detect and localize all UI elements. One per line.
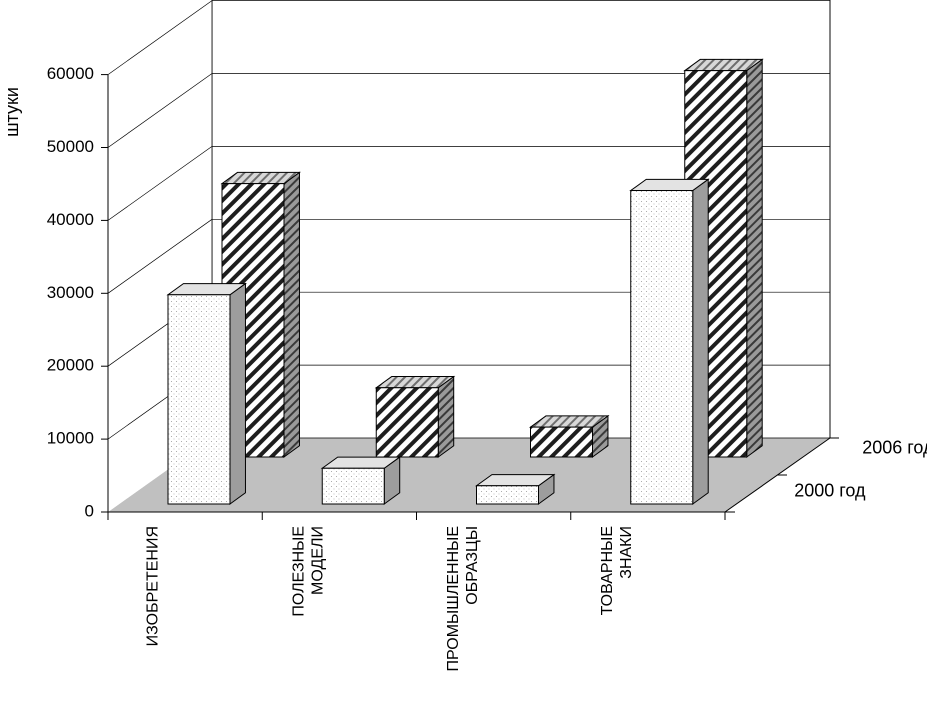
bar-front: [167, 294, 231, 505]
bar-2000-2: [474, 473, 556, 505]
bar-2006-1: [374, 375, 456, 458]
category-label-line: ПОЛЕЗНЫЕ: [291, 526, 308, 617]
bar-front: [530, 426, 593, 458]
category-label: ИЗОБРЕТЕНИЯ: [144, 526, 161, 646]
category-label-line: МОДЕЛИ: [310, 526, 327, 595]
gridline-side: [107, 73, 213, 148]
bar-2000-1: [320, 456, 402, 505]
bar-front: [476, 485, 539, 505]
bar-2000-0: [166, 282, 248, 505]
gridline-side: [107, 146, 213, 221]
y-axis: 0 10000 20000 30000 40000 50000 60000: [47, 64, 108, 520]
bar-side: [692, 178, 709, 505]
y-tick-label: 10000: [47, 429, 94, 448]
gridline-side: [107, 0, 213, 75]
bar-2006-2: [528, 414, 610, 458]
bars: [166, 58, 764, 505]
category-label: ТОВАРНЫЕ ЗНАКИ: [599, 526, 635, 615]
series-label: 2006 год: [862, 438, 927, 458]
gridline-side: [107, 219, 213, 294]
category-label-line: ПРОМЫШЛЕННЫЕ: [445, 526, 462, 672]
bar-side: [746, 58, 763, 458]
y-tick-label: 20000: [47, 356, 94, 375]
y-axis-title: штуки: [2, 87, 22, 137]
bar-side: [437, 375, 455, 458]
y-tick-label: 0: [85, 501, 94, 520]
category-label: ПОЛЕЗНЫЕ МОДЕЛИ: [291, 526, 327, 617]
bar-side: [283, 171, 300, 458]
category-label: ПРОМЫШЛЕННЫЕ ОБРАЗЦЫ: [445, 526, 481, 672]
bar-side: [229, 282, 246, 505]
category-label-line: ИЗОБРЕТЕНИЯ: [144, 526, 161, 646]
depth-axis-series: 2000 год 2006 год: [725, 437, 927, 513]
y-tick-label: 40000: [47, 210, 94, 229]
x-axis-categories: ИЗОБРЕТЕНИЯ ПОЛЕЗНЫЕ МОДЕЛИ ПРОМЫШЛЕННЫЕ ОБР…: [107, 512, 726, 672]
y-tick-label: 50000: [47, 137, 94, 156]
category-label-line: ТОВАРНЫЕ: [599, 526, 616, 615]
bar-front: [321, 467, 385, 505]
y-tick-label: 30000: [47, 283, 94, 302]
category-label-line: ЗНАКИ: [618, 526, 635, 579]
series-label: 2000 год: [794, 481, 866, 501]
y-tick-label: 60000: [47, 64, 94, 83]
bar-front: [375, 387, 439, 458]
category-label-line: ОБРАЗЦЫ: [464, 526, 481, 605]
bar-front: [630, 190, 694, 505]
bar-2000-3: [629, 178, 710, 505]
